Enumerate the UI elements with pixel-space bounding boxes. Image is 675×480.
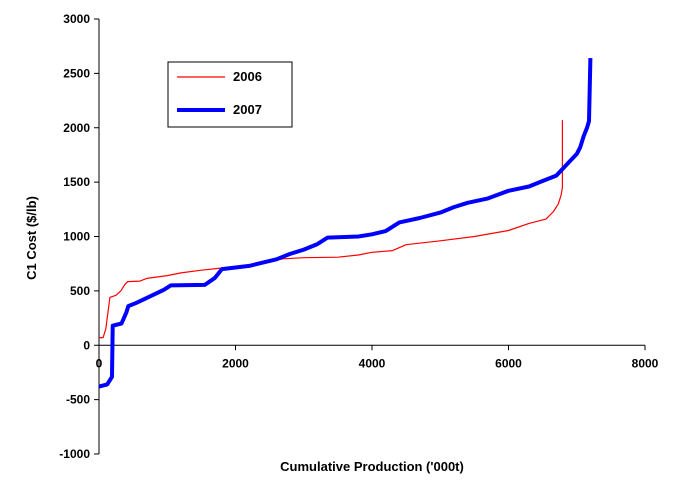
y-tick-label: 1500 bbox=[63, 175, 90, 189]
axes: -1000 -500 0 500 1000 1500 2000 2500 3000 0 2000 40… bbox=[59, 12, 658, 461]
y-tick-label: 1000 bbox=[63, 230, 90, 244]
y-tick-label: -1000 bbox=[59, 447, 90, 461]
legend-label-2006: 2006 bbox=[233, 69, 262, 84]
x-tick-label: 0 bbox=[96, 356, 103, 370]
y-tick-label: -500 bbox=[66, 393, 90, 407]
x-tick-label: 4000 bbox=[359, 356, 386, 370]
y-tick-label: 2000 bbox=[63, 121, 90, 135]
legend-box bbox=[167, 61, 293, 128]
series-line-2007 bbox=[98, 58, 593, 389]
y-tick-label: 0 bbox=[83, 338, 90, 352]
y-axis-title: C1 Cost ($/lb) bbox=[24, 196, 39, 280]
x-tick-label: 8000 bbox=[632, 356, 659, 370]
y-tick-label: 2500 bbox=[63, 66, 90, 80]
y-tick-label: 500 bbox=[70, 284, 90, 298]
legend: 2006 2007 bbox=[167, 61, 293, 128]
series-lines bbox=[98, 58, 593, 389]
x-tick-label: 6000 bbox=[495, 356, 522, 370]
x-tick-label: 2000 bbox=[222, 356, 249, 370]
y-tick-label: 3000 bbox=[63, 12, 90, 26]
legend-label-2007: 2007 bbox=[233, 102, 262, 117]
series-line-2006 bbox=[99, 120, 564, 339]
x-axis-title: Cumulative Production ('000t) bbox=[280, 459, 464, 474]
